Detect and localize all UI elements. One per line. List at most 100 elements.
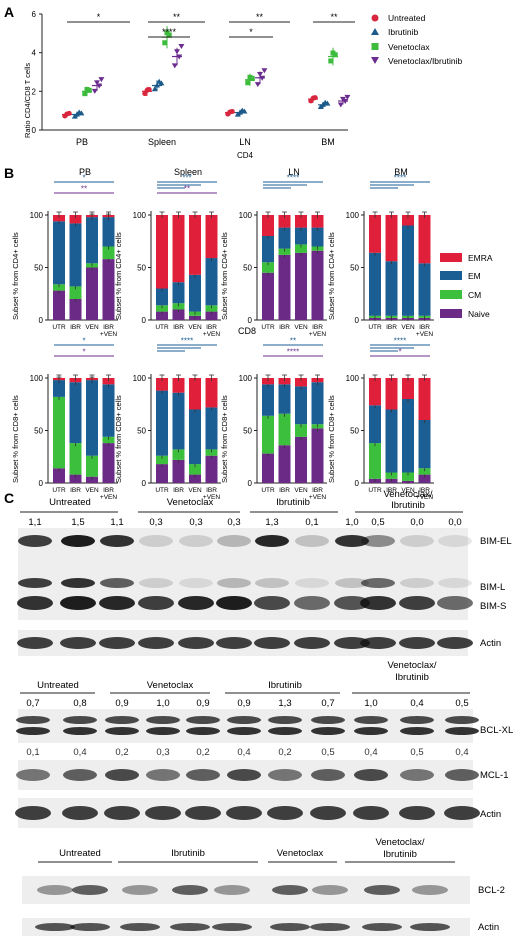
panel-b-cd8-bar-segment-emra xyxy=(172,378,185,393)
panel-c-actin3-blot-band xyxy=(35,923,75,931)
panel-b-cd4-bar-segment-cm xyxy=(53,284,65,291)
panel-c-label-actin2: Actin xyxy=(480,809,501,820)
panel-b-cd4-significance-stars: **** xyxy=(287,174,299,183)
panel-a-point-untreated xyxy=(312,95,318,101)
panel-b-cd4-x-tick-label: IBR xyxy=(103,324,114,331)
panel-c-group-label: Venetoclax xyxy=(147,680,194,691)
panel-a-y-tick-label: 4 xyxy=(32,49,37,58)
panel-c-actin1-blot-band xyxy=(334,637,370,649)
panel-b-cd4-bar-segment-cm xyxy=(172,303,185,310)
panel-c-bim-blot-band xyxy=(254,596,290,610)
panel-b-cd8-bar-segment-naive xyxy=(102,443,115,483)
panel-c-bim-blot-band xyxy=(400,535,434,547)
panel-a-xlabel: CD4 xyxy=(237,151,254,160)
panel-b-cd8-bar-segment-em xyxy=(369,405,381,444)
legend-em-swatch xyxy=(440,271,462,280)
panel-b-cd8-x-tick-label: IBR xyxy=(312,487,323,494)
panel-a-point-combo xyxy=(98,77,105,83)
legend-venetoclax-label: Venetoclax xyxy=(388,42,430,52)
panel-b-cd8-x-tick-label: +VEN xyxy=(309,494,326,501)
panel-b-cd4-bar-segment-emra xyxy=(53,215,65,222)
panel-c-mcl1-value: 0,2 xyxy=(196,747,209,758)
panel-b-cd8-label: CD8 xyxy=(238,326,256,336)
panel-b-cd8-bar-segment-cm xyxy=(369,443,381,479)
panel-b-cd8-bar-segment-emra xyxy=(369,378,381,406)
panel-c-mcl1-blot-band xyxy=(445,769,479,781)
panel-b-cd8-bar-segment-emra xyxy=(262,378,274,385)
panel-c-mcl1-value: 0,3 xyxy=(156,747,169,758)
panel-a-legend: Untreated Ibrutinib Venetoclax Venetocla… xyxy=(371,13,462,66)
panel-c-mcl1-value: 0,4 xyxy=(73,747,86,758)
panel-c-actin1-blot-band xyxy=(254,637,290,649)
panel-c-group-label: Venetoclax/ xyxy=(387,660,436,671)
panel-a-x-tick-label: LN xyxy=(239,137,251,147)
panel-c-actin3-blot-band xyxy=(362,923,402,931)
panel-b-cd8-significance-stars: * xyxy=(398,348,401,357)
panel-b-cd4-y-tick-label: 50 xyxy=(34,264,43,273)
panel-a-significance-stars: ** xyxy=(173,12,181,22)
panel-b-cd8-bar-segment-em xyxy=(86,380,98,456)
panel-c-bclxl-blot-band xyxy=(445,727,479,735)
panel-b-cd8-significance-stars: **** xyxy=(287,348,299,357)
panel-b-cd4-y-tick-label: 100 xyxy=(133,211,147,220)
panel-b-cd4-x-tick-label: UTR xyxy=(52,324,66,331)
panel-b-cd4-bar-segment-naive xyxy=(205,311,218,320)
panel-a-point-venetoclax xyxy=(82,91,88,97)
legend-ibrutinib-label: Ibrutinib xyxy=(388,27,419,37)
panel-b-cd4-bar-segment-emra xyxy=(172,215,185,283)
panel-b-cd4-bar-segment-naive xyxy=(262,272,274,320)
panel-c-bim-blot-band xyxy=(217,535,251,547)
panel-b-cd8-bar-segment-em xyxy=(385,409,398,473)
panel-c-bim-blot-band xyxy=(438,578,472,588)
panel-c-bim-blot-band xyxy=(61,535,95,547)
panel-b-cd4-bar-segment-cm xyxy=(102,246,115,260)
panel-b-cd8-bar-segment-cm xyxy=(402,472,414,481)
legend-emra-label: EMRA xyxy=(468,253,493,263)
legend-untreated-marker xyxy=(371,14,379,22)
panel-b-cd4-significance-stars: * xyxy=(82,174,85,183)
panel-b-cd4-y-tick-label: 100 xyxy=(30,211,44,220)
panel-b-cd8-y-tick-label: 100 xyxy=(133,374,147,383)
panel-b-cd4-x-tick-label: IBR xyxy=(173,324,184,331)
panel-b-cd8-significance-stars: **** xyxy=(181,337,193,346)
panel-c-bim-blot-band xyxy=(139,578,173,588)
panel-c-actin2-blot-band xyxy=(15,806,51,820)
panel-a-point-combo xyxy=(96,83,103,89)
panel-c-blot1-value: 0,1 xyxy=(305,517,318,528)
panel-b-cd8-bar-segment-emra xyxy=(402,378,414,399)
panel-c-bim-blot-band xyxy=(437,596,473,610)
panel-b-subplot-title: LN xyxy=(288,167,300,177)
panel-b-cd4-x-tick-label: VEN xyxy=(294,324,308,331)
panel-c-mcl1-value: 0,2 xyxy=(278,747,291,758)
panel-b-cd8-bar-segment-em xyxy=(402,399,414,473)
panel-c-group-label: Venetoclax/ xyxy=(383,489,432,500)
panel-b-cd4-bar-segment-em xyxy=(53,221,65,285)
panel-b-cd4-bar-segment-em xyxy=(69,223,82,287)
panel-b-cd4-ylabel: Subset % from CD4+ cells xyxy=(327,232,336,320)
panel-a-point-venetoclax xyxy=(245,80,251,86)
panel-c-actin2-blot-band xyxy=(145,806,181,820)
panel-b-cd4-ylabel: Subset % from CD4+ cells xyxy=(114,232,123,320)
panel-c-mcl1-value: 0,2 xyxy=(115,747,128,758)
panel-c-label-actin1: Actin xyxy=(480,638,501,649)
panel-b-subplot-title: BM xyxy=(394,167,408,177)
panel-b-cd4-bar-segment-em xyxy=(102,217,115,247)
panel-b-cd8-bar-segment-emra xyxy=(295,378,307,387)
panel-b-cd8-bar-segment-naive xyxy=(295,436,307,483)
panel-b-cd8-x-tick-label: +VEN xyxy=(416,494,433,501)
panel-a-point-untreated xyxy=(229,108,235,114)
panel-b-cd4-bar-segment-naive xyxy=(172,309,185,320)
panel-c-bclxl-blot-band xyxy=(146,716,180,724)
panel-b-cd8-ylabel: Subset % from CD8+ cells xyxy=(11,395,20,483)
panel-c-actin2-blot-band xyxy=(353,806,389,820)
panel-b-cd4-bar-segment-cm xyxy=(156,305,168,312)
panel-b-cd8-x-tick-label: UTR xyxy=(155,487,169,494)
panel-c-bclxl-blot-band xyxy=(186,727,220,735)
panel-c-actin3-blot-band xyxy=(270,923,310,931)
panel-b-cd8-bar-segment-naive xyxy=(189,474,201,483)
panel-c-actin2-blot-band xyxy=(267,806,303,820)
panel-c-blot1-value: 0,3 xyxy=(149,517,162,528)
panel-b-cd8-significance-stars: ** xyxy=(290,337,296,346)
panel-b-cd8-bar-segment-cm xyxy=(295,424,307,437)
panel-c-blot1-value: 1,5 xyxy=(71,517,84,528)
